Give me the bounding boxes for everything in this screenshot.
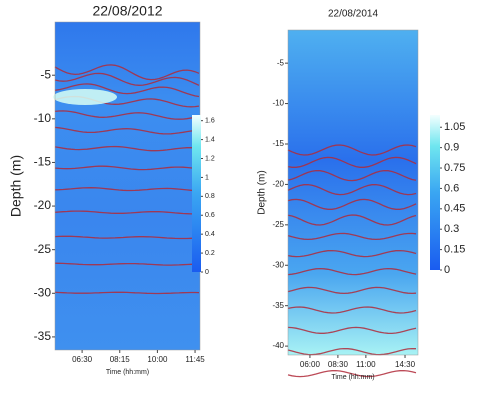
colorbar-tick-label: 0.15 [444,244,465,256]
contour-line [287,306,417,314]
contour-line [54,145,200,152]
colorbar [192,115,201,272]
contour-line [54,187,200,192]
contour-line [287,232,417,241]
y-tick-label: -30 [34,285,52,299]
contour-line [287,169,417,182]
contour-line [54,126,200,135]
x-tick-label: 08:15 [110,355,131,364]
panel-title: 22/08/2014 [328,9,378,20]
y-tick-label: -40 [272,341,284,350]
contour-line [287,156,417,168]
colorbar-tick-label: 1.05 [444,121,465,133]
contour-line [54,291,200,295]
plot-frame [287,29,419,356]
colorbar-tick-label: 1.4 [205,136,215,143]
y-tick-label: -5 [40,67,51,81]
contour-line [287,326,417,335]
y-tick-label: -15 [272,139,284,148]
y-axis-label: Depth (m) [257,170,268,214]
contour-line [287,198,417,210]
x-tick-label: 06:30 [72,355,93,364]
y-tick-label: -5 [277,58,285,67]
colorbar [430,115,440,270]
colorbar-tick-label: 0.2 [205,250,215,257]
contour-line [287,183,417,196]
contour-line [54,83,200,98]
panel-title: 22/08/2012 [92,3,162,19]
contour-line [287,144,417,156]
contour-line [287,347,417,356]
contour-line [54,235,200,240]
colorbar-tick-label: 0 [205,269,209,276]
colorbar-tick-label: 0.3 [444,223,459,235]
colorbar-tick-label: 0 [444,264,450,276]
y-tick-label: -20 [272,180,284,189]
contour-line [54,262,200,266]
contour-line [287,369,417,378]
y-tick-label: -10 [272,99,284,108]
high-patch [53,89,117,105]
y-tick-label: -35 [34,329,52,343]
x-tick-label: 11:45 [185,355,205,364]
contour-line [54,64,200,81]
contour-line [287,249,417,258]
contour-line [287,286,417,295]
y-tick-label: -25 [272,220,284,229]
colorbar-tick-label: 0.6 [444,182,459,194]
contour-line [287,267,417,276]
heatmap-field [55,22,200,350]
y-tick-label: -20 [34,198,52,212]
x-tick-label: 06:00 [300,360,321,369]
x-tick-label: 08:30 [328,360,349,369]
x-axis-label: Time (hh:mm) [331,374,374,381]
colorbar-tick-label: 0.75 [444,162,465,174]
y-tick-label: -30 [272,260,284,269]
contour-line [54,165,200,171]
colorbar-tick-label: 0.4 [205,231,215,238]
x-axis-label: Time (hh:mm) [106,369,149,376]
contour-line [54,210,200,215]
y-tick-label: -15 [34,155,52,169]
x-tick-label: 14:30 [395,360,416,369]
y-tick-label: -10 [34,111,52,125]
x-tick-label: 11:00 [356,360,376,369]
colorbar-tick-label: 0.8 [205,193,215,200]
colorbar-tick-label: 0.45 [444,203,465,215]
x-tick-label: 10:00 [147,355,168,364]
colorbar-tick-label: 1.6 [205,118,215,125]
y-axis-label: Depth (m) [8,155,24,217]
contour-line [287,214,417,226]
y-tick-label: -25 [34,242,52,256]
colorbar-tick-label: 1 [205,174,209,181]
colorbar-tick-label: 0.6 [205,212,215,219]
heatmap-field [288,30,418,355]
y-tick-label: -35 [272,301,284,310]
contour-line [54,110,200,120]
colorbar-tick-label: 1.2 [205,155,215,162]
contour-line [54,72,200,86]
colorbar-tick-label: 0.9 [444,142,459,154]
